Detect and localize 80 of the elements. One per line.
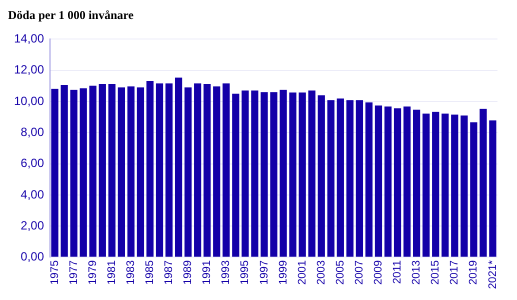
x-tick-label: 2019: [468, 260, 480, 285]
bar: [318, 95, 325, 257]
x-tick-label: 2021*: [486, 260, 499, 290]
bar: [460, 116, 468, 257]
x-tick-label: 2011: [392, 260, 404, 284]
bar: [403, 106, 411, 257]
x-tick-label: 1977: [68, 260, 80, 285]
x-tick-label: 1983: [124, 260, 137, 285]
x-tick-label: 1999: [277, 260, 290, 285]
y-tick-label: 2,00: [20, 218, 44, 232]
bar: [127, 86, 135, 257]
x-tick-label: 1987: [163, 260, 176, 285]
bar: [156, 83, 164, 257]
bar: [451, 114, 458, 257]
bar: [480, 108, 487, 257]
bar: [442, 114, 449, 257]
bar: [289, 92, 296, 257]
bar: [165, 83, 173, 257]
bar: [184, 87, 192, 257]
y-tick-label: 14,00: [14, 32, 44, 46]
bar: [432, 112, 440, 257]
bar: [413, 110, 420, 257]
x-tick-label: 1995: [239, 260, 252, 285]
bar: [60, 84, 68, 257]
bar: [356, 100, 364, 257]
bar: [251, 90, 258, 257]
y-tick-label: 4,00: [20, 187, 44, 202]
bar: [146, 80, 154, 257]
y-tick-label: 12,00: [14, 62, 44, 77]
bar: [232, 94, 240, 257]
bar: [280, 90, 287, 257]
bar: [242, 90, 249, 257]
x-tick-label: 1985: [144, 260, 156, 285]
x-tick-label: 1997: [258, 260, 270, 285]
bar: [174, 78, 182, 257]
x-tick-label: 2007: [353, 260, 366, 285]
bar: [204, 84, 211, 257]
x-tick-label: 2015: [430, 260, 442, 285]
x-tick-label: 2005: [334, 260, 346, 285]
y-tick-label: 8,00: [20, 124, 44, 139]
y-tick-label: 0,00: [20, 250, 44, 264]
x-tick-label: 1981: [106, 260, 118, 285]
chart-title: Döda per 1 000 invånare: [8, 8, 135, 24]
bar: [470, 122, 478, 257]
x-tick-label: 1989: [182, 260, 194, 285]
bar: [213, 86, 220, 257]
bar: [222, 83, 230, 257]
bar: [308, 90, 316, 257]
bar: [394, 108, 402, 257]
bar: [194, 83, 202, 257]
bar: [136, 87, 144, 257]
bar: [489, 120, 496, 257]
bar: [260, 92, 268, 257]
bar: [422, 114, 430, 257]
x-tick-label: 2001: [296, 260, 308, 285]
x-tick-label: 1979: [86, 260, 99, 285]
bar: [80, 88, 87, 257]
bar: [51, 88, 58, 257]
x-tick-label: 1993: [220, 260, 232, 285]
x-tick-label: 2013: [410, 260, 423, 285]
y-tick-label: 10,00: [14, 94, 44, 108]
x-tick-label: 1991: [201, 260, 214, 285]
bar: [365, 102, 373, 257]
bar: [327, 100, 334, 257]
x-tick-label: 2003: [315, 260, 328, 285]
y-tick-label: 6,00: [20, 156, 44, 170]
bar: [298, 92, 306, 257]
bar: [270, 92, 278, 257]
bar: [89, 86, 96, 257]
x-tick-label: 2017: [448, 260, 461, 285]
bar: [118, 87, 126, 257]
bar: [70, 90, 78, 257]
bar: [98, 84, 106, 257]
x-tick-label: 1975: [48, 260, 61, 285]
bar: [384, 106, 392, 257]
x-tick-label: 2009: [372, 260, 385, 285]
bar: [108, 84, 116, 257]
bar: [346, 100, 354, 257]
bar: [374, 106, 382, 257]
bar: [336, 98, 344, 257]
